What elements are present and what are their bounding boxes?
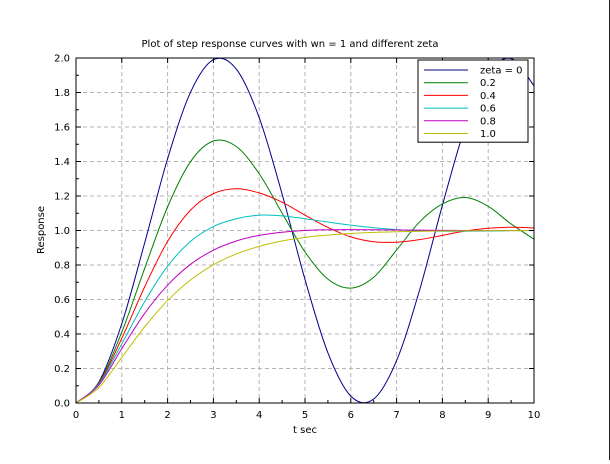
- y-tick-label: 1.0: [54, 226, 70, 237]
- x-tick-label: 7: [393, 410, 399, 421]
- x-tick-label: 1: [119, 410, 125, 421]
- x-tick-label: 3: [210, 410, 216, 421]
- plot-lines: [76, 58, 534, 403]
- x-tick-label: 5: [302, 410, 308, 421]
- y-tick-label: 0.2: [54, 364, 70, 375]
- x-tick-label: 8: [439, 410, 445, 421]
- y-tick-label: 0.0: [54, 399, 70, 410]
- y-axis-label: Response: [36, 206, 47, 254]
- y-tick-label: 0.4: [54, 330, 70, 341]
- legend-label: zeta = 0: [480, 66, 523, 77]
- x-tick-label: 6: [348, 410, 354, 421]
- legend-label: 0.8: [480, 116, 496, 127]
- x-tick-label: 2: [164, 410, 170, 421]
- legend-box: [417, 59, 529, 143]
- x-axis-label: t sec: [293, 425, 317, 436]
- axis-ticks: 0 1 2 3 4 5 6 7 8 9 100.00.20.40.60.81.01.21.41.61…: [54, 54, 540, 422]
- y-tick-label: 1.4: [54, 157, 70, 168]
- series-line: [76, 58, 534, 403]
- series-line: [76, 230, 534, 403]
- y-tick-label: 1.6: [54, 123, 70, 134]
- legend-label: 0.6: [480, 104, 496, 115]
- x-tick-label: 10: [528, 410, 541, 421]
- y-tick-label: 0.8: [54, 261, 70, 272]
- legend-label: 0.4: [480, 91, 496, 102]
- y-tick-label: 0.6: [54, 295, 70, 306]
- series-line: [76, 188, 534, 403]
- y-tick-label: 2.0: [54, 54, 70, 65]
- chart-title: Plot of step response curves with wn = 1…: [142, 39, 439, 50]
- y-tick-label: 1.2: [54, 192, 70, 203]
- x-tick-label: 9: [485, 410, 491, 421]
- legend-label: 1.0: [480, 129, 496, 140]
- legend-label: 0.2: [480, 78, 496, 89]
- x-tick-label: 4: [256, 410, 262, 421]
- x-tick-label: 0: [73, 410, 79, 421]
- legend: zeta = 00.2 0.4 0.60.8 1.0: [417, 59, 529, 143]
- y-tick-label: 1.8: [54, 88, 70, 99]
- series-line: [76, 139, 534, 403]
